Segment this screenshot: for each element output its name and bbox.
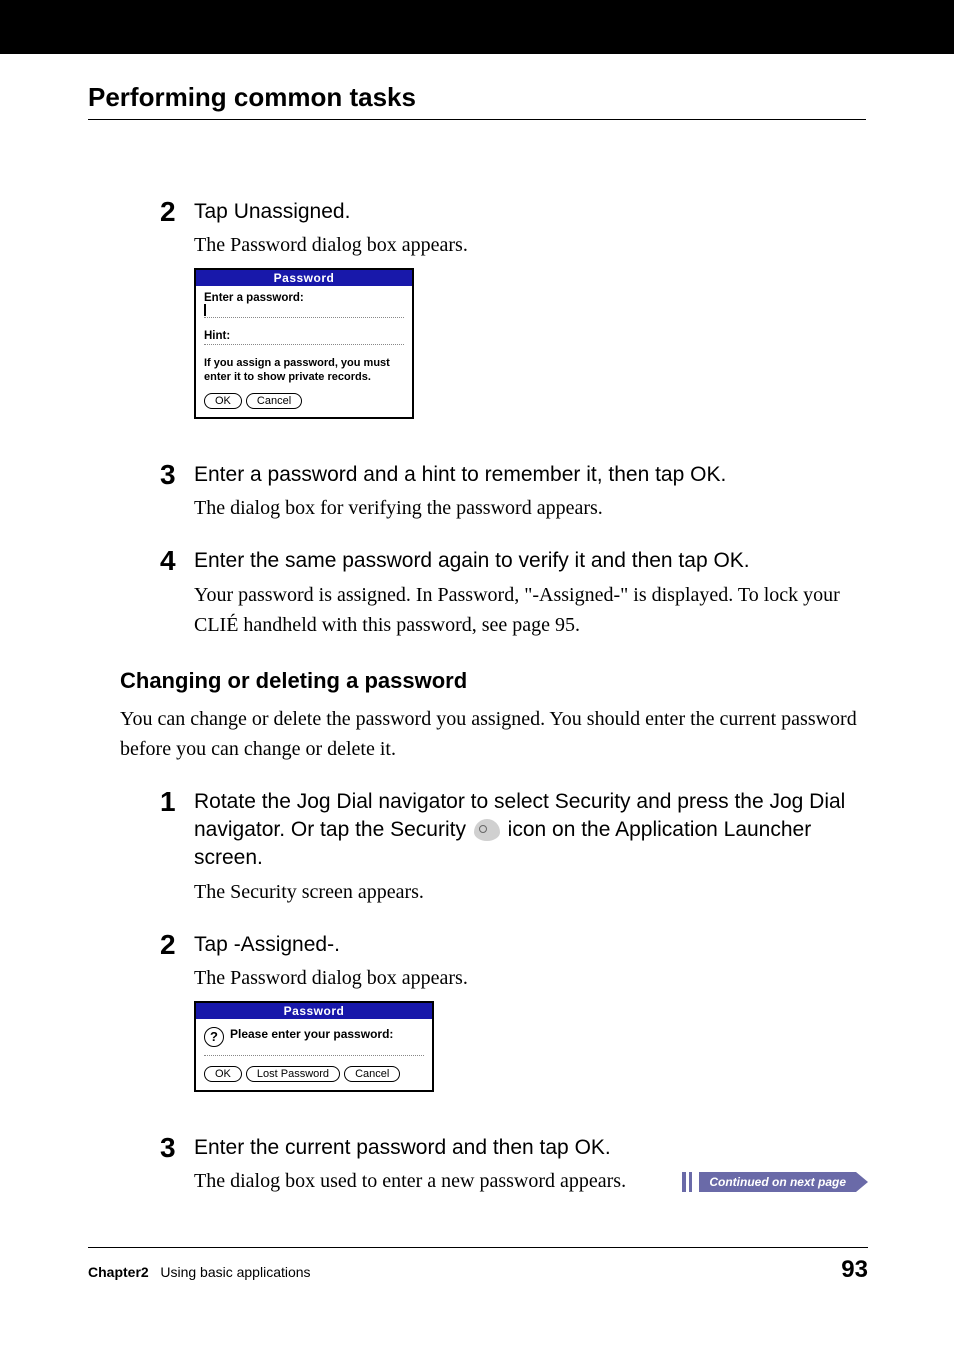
step-b-1: 1 Rotate the Jog Dial navigator to selec…: [160, 788, 866, 907]
question-icon: ?: [204, 1027, 224, 1047]
hint-input-line[interactable]: [204, 344, 404, 345]
step-number: 4: [160, 547, 194, 639]
section-title: Performing common tasks: [88, 82, 866, 113]
step-heading: Tap Unassigned.: [194, 198, 866, 226]
step-b-2: 2 Tap -Assigned-. The Password dialog bo…: [160, 931, 866, 1110]
dialog-buttons: OK Lost Password Cancel: [204, 1066, 424, 1082]
chapter-text: Using basic applications: [160, 1264, 310, 1280]
lost-password-button[interactable]: Lost Password: [246, 1066, 340, 1082]
step-body: Tap -Assigned-. The Password dialog box …: [194, 931, 866, 1110]
step-description: The Security screen appears.: [194, 877, 866, 907]
step-description: The dialog box for verifying the passwor…: [194, 493, 866, 523]
password-input-line[interactable]: [204, 1055, 424, 1056]
page-number: 93: [841, 1256, 868, 1284]
dialog-buttons: OK Cancel: [204, 393, 404, 409]
step-body: Rotate the Jog Dial navigator to select …: [194, 788, 866, 907]
step-description: The Password dialog box appears.: [194, 230, 866, 260]
hint-label: Hint:: [204, 330, 404, 342]
dialog-title: Password: [196, 1003, 432, 1019]
continued-badge: Continued on next page: [682, 1172, 868, 1192]
step-heading: Enter a password and a hint to remember …: [194, 461, 866, 489]
ok-button[interactable]: OK: [204, 393, 242, 409]
footer-left: Chapter2 Using basic applications: [88, 1264, 311, 1280]
step-heading: Enter the current password and then tap …: [194, 1134, 866, 1162]
security-icon: [474, 819, 500, 841]
steps-group-b: 1 Rotate the Jog Dial navigator to selec…: [160, 788, 866, 1197]
step-body: Enter a password and a hint to remember …: [194, 461, 866, 523]
dialog-body: ? Please enter your password: OK Lost Pa…: [196, 1019, 432, 1090]
chapter-label: Chapter2: [88, 1264, 149, 1280]
step-a-4: 4 Enter the same password again to verif…: [160, 547, 866, 639]
step-description: Your password is assigned. In Password, …: [194, 580, 866, 640]
steps-group-a: 2 Tap Unassigned. The Password dialog bo…: [160, 198, 866, 640]
cancel-button[interactable]: Cancel: [246, 393, 302, 409]
password-dialog-1: Password Enter a password: Hint: If you …: [194, 268, 414, 419]
dialog-note: If you assign a password, you must enter…: [204, 357, 404, 385]
top-bar: [0, 0, 954, 54]
step-a-3: 3 Enter a password and a hint to remembe…: [160, 461, 866, 523]
step-body: Enter the same password again to verify …: [194, 547, 866, 639]
ok-button[interactable]: OK: [204, 1066, 242, 1082]
dialog-body: Enter a password: Hint: If you assign a …: [196, 286, 412, 417]
title-rule: [88, 119, 866, 120]
password-dialog-2: Password ? Please enter your password: O…: [194, 1001, 434, 1092]
step-number: 2: [160, 198, 194, 437]
step-heading: Enter the same password again to verify …: [194, 547, 866, 575]
page-content: Performing common tasks 2 Tap Unassigned…: [0, 54, 954, 1196]
page-footer: Chapter2 Using basic applications 93: [88, 1247, 868, 1284]
step-number: 1: [160, 788, 194, 907]
step-a-2: 2 Tap Unassigned. The Password dialog bo…: [160, 198, 866, 437]
step-number: 2: [160, 931, 194, 1110]
step-number: 3: [160, 461, 194, 523]
step-body: Tap Unassigned. The Password dialog box …: [194, 198, 866, 437]
step-heading: Tap -Assigned-.: [194, 931, 866, 959]
password-input-line[interactable]: [204, 304, 404, 318]
dialog-title: Password: [196, 270, 412, 286]
cancel-button[interactable]: Cancel: [344, 1066, 400, 1082]
prompt-row: ? Please enter your password:: [204, 1027, 424, 1047]
prompt-text: Please enter your password:: [230, 1027, 393, 1041]
arrow-right-icon: [856, 1172, 868, 1192]
subsection-intro: You can change or delete the password yo…: [120, 704, 866, 764]
step-description: The Password dialog box appears.: [194, 963, 866, 993]
step-number: 3: [160, 1134, 194, 1196]
step-heading: Rotate the Jog Dial navigator to select …: [194, 788, 866, 873]
continued-text: Continued on next page: [699, 1172, 856, 1192]
enter-password-label: Enter a password:: [204, 292, 404, 304]
badge-bars-icon: [682, 1172, 695, 1192]
subsection-title: Changing or deleting a password: [120, 668, 866, 694]
